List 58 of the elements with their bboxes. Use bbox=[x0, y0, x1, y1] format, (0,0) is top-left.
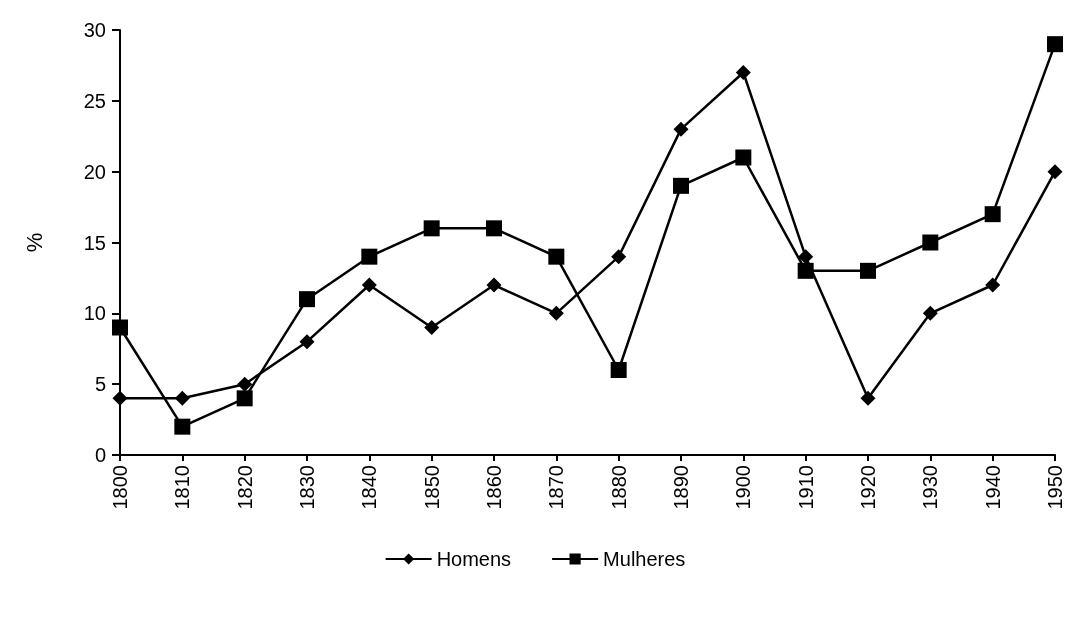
point bbox=[1047, 36, 1063, 53]
y-tick-label: 20 bbox=[83, 160, 106, 183]
point bbox=[299, 291, 315, 308]
x-tick-label: 1870 bbox=[545, 465, 568, 510]
point bbox=[985, 277, 1001, 293]
point bbox=[361, 277, 377, 293]
point bbox=[486, 220, 502, 237]
x-tick-label: 1800 bbox=[109, 465, 131, 510]
x-tick-label: 1850 bbox=[420, 465, 443, 510]
point bbox=[299, 334, 315, 350]
y-tick-label: 15 bbox=[83, 231, 106, 254]
x-tick-label: 1860 bbox=[483, 465, 505, 510]
point bbox=[236, 390, 253, 407]
point bbox=[611, 249, 627, 265]
point bbox=[361, 248, 378, 265]
y-tick-label: 25 bbox=[83, 89, 106, 112]
point bbox=[610, 362, 627, 378]
legend-label: Homens bbox=[436, 548, 512, 570]
point bbox=[735, 149, 752, 166]
legend-label: Mulheres bbox=[603, 548, 686, 570]
point bbox=[673, 177, 689, 194]
point bbox=[548, 248, 565, 265]
point bbox=[423, 220, 440, 237]
x-tick-label: 1950 bbox=[1044, 465, 1066, 510]
point bbox=[860, 262, 876, 279]
point bbox=[486, 277, 502, 293]
x-tick-label: 1940 bbox=[981, 465, 1004, 510]
x-tick-label: 1910 bbox=[794, 465, 817, 510]
x-tick-label: 1820 bbox=[233, 465, 256, 510]
point bbox=[548, 305, 564, 321]
point bbox=[424, 320, 440, 335]
point bbox=[112, 390, 128, 406]
x-tick-label: 1890 bbox=[670, 465, 692, 510]
point bbox=[798, 249, 814, 265]
x-tick-label: 1880 bbox=[607, 465, 630, 510]
point bbox=[735, 65, 751, 80]
point bbox=[174, 390, 190, 406]
point bbox=[922, 305, 938, 321]
x-tick-label: 1810 bbox=[171, 465, 194, 510]
point bbox=[1047, 164, 1063, 180]
x-tick-label: 1920 bbox=[857, 465, 879, 510]
y-tick-label: 5 bbox=[94, 373, 106, 396]
x-tick-label: 1900 bbox=[732, 465, 755, 510]
y-axis-title: % bbox=[21, 232, 47, 253]
point bbox=[673, 121, 689, 137]
x-tick-label: 1830 bbox=[296, 465, 318, 510]
point bbox=[237, 376, 253, 392]
y-tick-label: 10 bbox=[83, 302, 106, 325]
point bbox=[922, 234, 939, 251]
x-tick-label: 1930 bbox=[919, 465, 942, 510]
y-tick-label: 0 bbox=[94, 444, 106, 466]
point bbox=[860, 390, 876, 406]
x-tick-label: 1840 bbox=[358, 465, 381, 510]
point bbox=[984, 206, 1001, 223]
y-tick-label: 30 bbox=[83, 19, 106, 41]
point bbox=[174, 418, 191, 435]
point bbox=[112, 319, 128, 336]
point bbox=[797, 262, 814, 279]
